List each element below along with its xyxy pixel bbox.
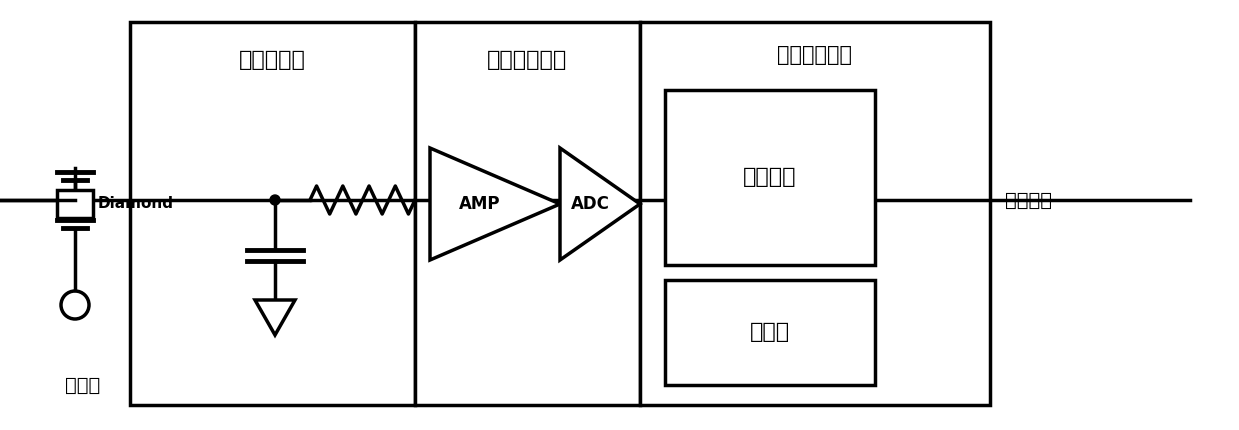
Bar (130, 22, 415, 405)
Text: 微处理器: 微处理器 (743, 167, 797, 187)
Circle shape (270, 195, 280, 205)
Text: AMP: AMP (460, 195, 501, 213)
Text: 通讯端口: 通讯端口 (1005, 190, 1052, 209)
Text: 存储器: 存储器 (750, 322, 790, 342)
Bar (415, 22, 641, 405)
Bar (57, 190, 93, 218)
Text: 数据采集电路: 数据采集电路 (778, 45, 852, 65)
Text: Diamond: Diamond (98, 197, 173, 212)
Text: 电流测量电路: 电流测量电路 (487, 50, 567, 70)
Bar (641, 22, 990, 405)
Polygon shape (430, 148, 560, 260)
Bar (665, 90, 875, 265)
Text: 预积分电路: 预积分电路 (239, 50, 306, 70)
Text: 负高压: 负高压 (64, 375, 100, 394)
Text: ADC: ADC (571, 195, 610, 213)
Polygon shape (255, 300, 295, 335)
Bar (665, 280, 875, 385)
Polygon shape (560, 148, 641, 260)
